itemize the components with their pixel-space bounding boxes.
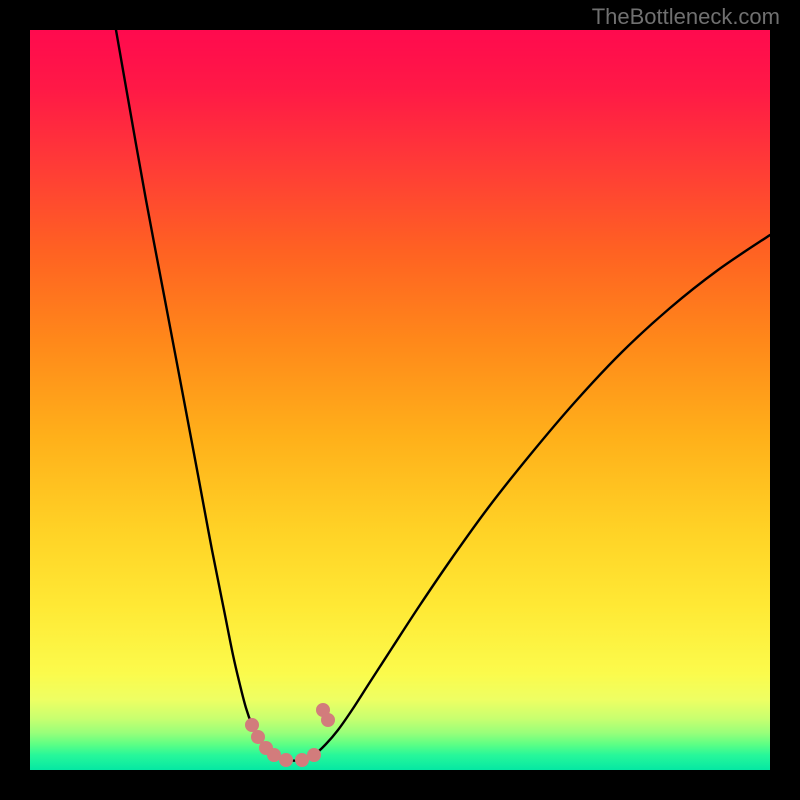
chart-overlay — [30, 30, 770, 770]
curve-markers — [246, 704, 335, 767]
curve-marker — [280, 754, 293, 767]
curve-marker — [246, 719, 259, 732]
bottleneck-curve — [116, 30, 770, 761]
curve-marker — [296, 754, 309, 767]
curve-marker — [268, 749, 281, 762]
watermark-text: TheBottleneck.com — [592, 4, 780, 30]
curve-marker — [322, 714, 335, 727]
curve-marker — [308, 749, 321, 762]
curve-marker — [252, 731, 265, 744]
plot-area — [30, 30, 770, 770]
